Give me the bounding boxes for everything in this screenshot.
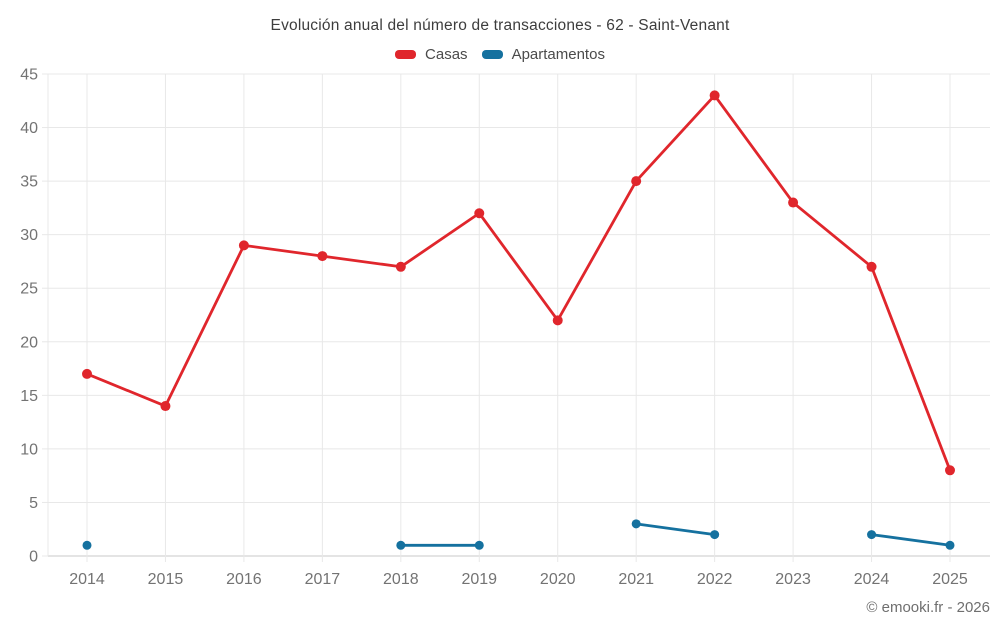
series-line-apartamentos <box>870 533 952 547</box>
x-tick-label: 2015 <box>148 571 184 588</box>
chart-title: Evolución anual del número de transaccio… <box>270 17 730 34</box>
y-tick-label: 40 <box>20 120 38 137</box>
data-point-apartamentos-2022[interactable] <box>710 530 720 540</box>
y-tick-label: 0 <box>29 549 38 566</box>
y-tick-label: 15 <box>20 388 38 405</box>
y-tick-label: 35 <box>20 174 38 191</box>
data-point-apartamentos-2024[interactable] <box>867 530 877 540</box>
chart-legend: Casas Apartamentos <box>0 46 1000 63</box>
data-point-casas-2017[interactable] <box>317 251 328 262</box>
data-point-casas-2024[interactable] <box>866 261 877 272</box>
x-tick-label: 2017 <box>305 571 341 588</box>
data-point-apartamentos-2018[interactable] <box>396 540 406 550</box>
data-point-apartamentos-2025[interactable] <box>945 540 955 550</box>
y-tick-label: 5 <box>29 495 38 512</box>
legend-item-casas[interactable]: Casas <box>395 46 468 63</box>
legend-item-apartamentos[interactable]: Apartamentos <box>481 46 605 63</box>
series-line-casas <box>85 94 952 472</box>
x-tick-label: 2014 <box>69 571 105 588</box>
x-tick-label: 2024 <box>854 571 890 588</box>
data-point-casas-2021[interactable] <box>631 176 642 187</box>
data-point-apartamentos-2014[interactable] <box>82 540 92 550</box>
x-tick-label: 2025 <box>932 571 968 588</box>
legend-label-casas: Casas <box>425 46 468 63</box>
x-tick-label: 2018 <box>383 571 419 588</box>
data-point-casas-2016[interactable] <box>238 240 249 251</box>
data-point-casas-2019[interactable] <box>474 208 485 219</box>
y-tick-label: 10 <box>20 441 38 458</box>
y-tick-label: 30 <box>20 227 38 244</box>
series-line-apartamentos <box>634 522 717 536</box>
x-tick-label: 2023 <box>775 571 811 588</box>
data-point-casas-2015[interactable] <box>160 401 171 412</box>
data-point-casas-2018[interactable] <box>395 261 406 272</box>
legend-swatch-apartamentos-icon <box>481 50 503 59</box>
x-tick-label: 2021 <box>618 571 654 588</box>
data-point-apartamentos-2019[interactable] <box>474 540 484 550</box>
data-point-casas-2023[interactable] <box>788 197 799 208</box>
legend-label-apartamentos: Apartamentos <box>511 46 605 63</box>
data-point-casas-2020[interactable] <box>552 315 563 326</box>
data-point-casas-2022[interactable] <box>709 90 720 101</box>
legend-swatch-casas-icon <box>395 50 417 59</box>
y-tick-label: 25 <box>20 281 38 298</box>
x-tick-label: 2019 <box>461 571 497 588</box>
data-point-casas-2025[interactable] <box>945 465 955 476</box>
y-tick-label: 20 <box>20 334 38 351</box>
x-tick-label: 2022 <box>697 571 733 588</box>
x-tick-label: 2016 <box>226 571 262 588</box>
x-tick-label: 2020 <box>540 571 576 588</box>
data-point-casas-2014[interactable] <box>82 368 92 379</box>
data-point-apartamentos-2021[interactable] <box>631 519 641 529</box>
y-tick-label: 45 <box>20 67 38 84</box>
copyright-footer: © emooki.fr - 2026 <box>866 599 990 616</box>
